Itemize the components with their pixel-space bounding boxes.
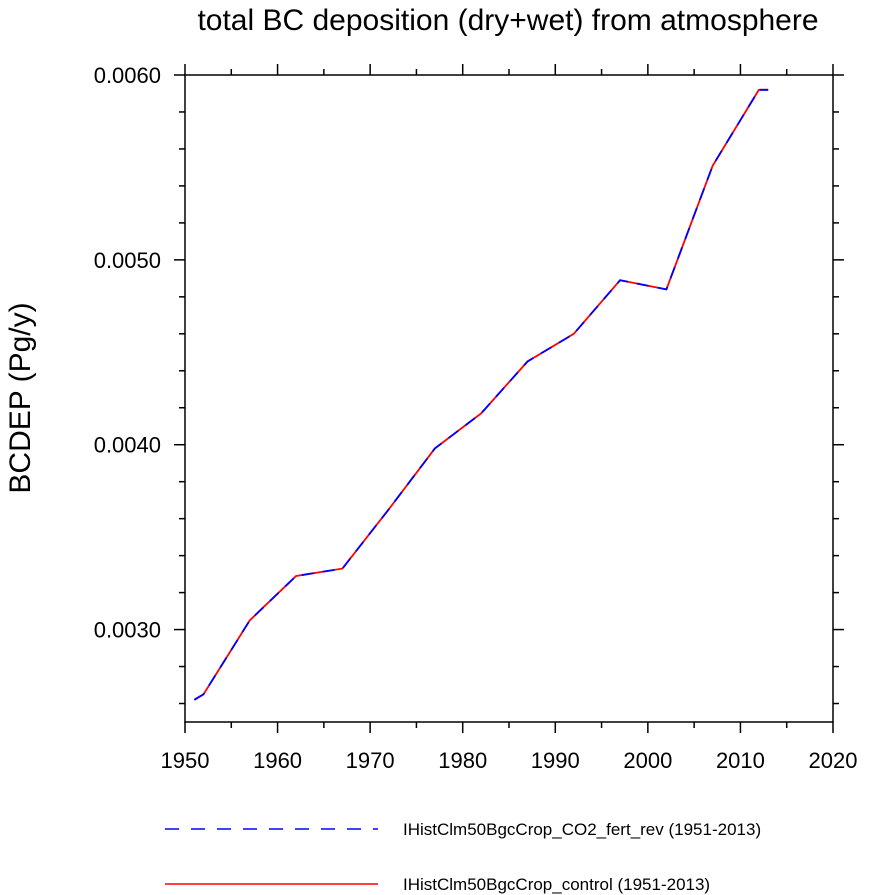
x-tick-label: 1990 bbox=[531, 748, 580, 773]
y-tick-label: 0.0030 bbox=[94, 618, 161, 643]
x-tick-label: 2020 bbox=[809, 748, 858, 773]
x-tick-label: 1950 bbox=[161, 748, 210, 773]
series-line-solid bbox=[193, 88, 769, 701]
series-line-dashed bbox=[193, 88, 769, 701]
y-tick-label: 0.0040 bbox=[94, 433, 161, 458]
x-tick-label: 1960 bbox=[253, 748, 302, 773]
legend-label: IHistClm50BgcCrop_CO2_fert_rev (1951-201… bbox=[403, 820, 761, 839]
plot-frame bbox=[184, 74, 834, 723]
y-axis-label: BCDEP (Pg/y) bbox=[4, 302, 37, 493]
x-tick-label: 1970 bbox=[346, 748, 395, 773]
tick-labels: 1950 1960 1970 1980 1990 2000 2010 2020 0.0030 0.… bbox=[94, 63, 858, 773]
legend-label: IHistClm50BgcCrop_control (1951-2013) bbox=[403, 875, 710, 894]
legend: IHistClm50BgcCrop_CO2_fert_rev (1951-201… bbox=[165, 820, 761, 894]
chart-title: total BC deposition (dry+wet) from atmos… bbox=[197, 4, 818, 37]
y-tick-label: 0.0050 bbox=[94, 248, 161, 273]
x-tick-label: 1980 bbox=[438, 748, 487, 773]
x-tick-label: 2000 bbox=[623, 748, 672, 773]
axis-ticks bbox=[174, 64, 844, 733]
x-tick-label: 2010 bbox=[716, 748, 765, 773]
series-lines bbox=[193, 88, 769, 701]
y-tick-label: 0.0060 bbox=[94, 63, 161, 88]
